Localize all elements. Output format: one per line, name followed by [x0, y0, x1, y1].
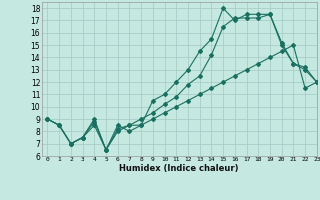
X-axis label: Humidex (Indice chaleur): Humidex (Indice chaleur): [119, 164, 239, 173]
